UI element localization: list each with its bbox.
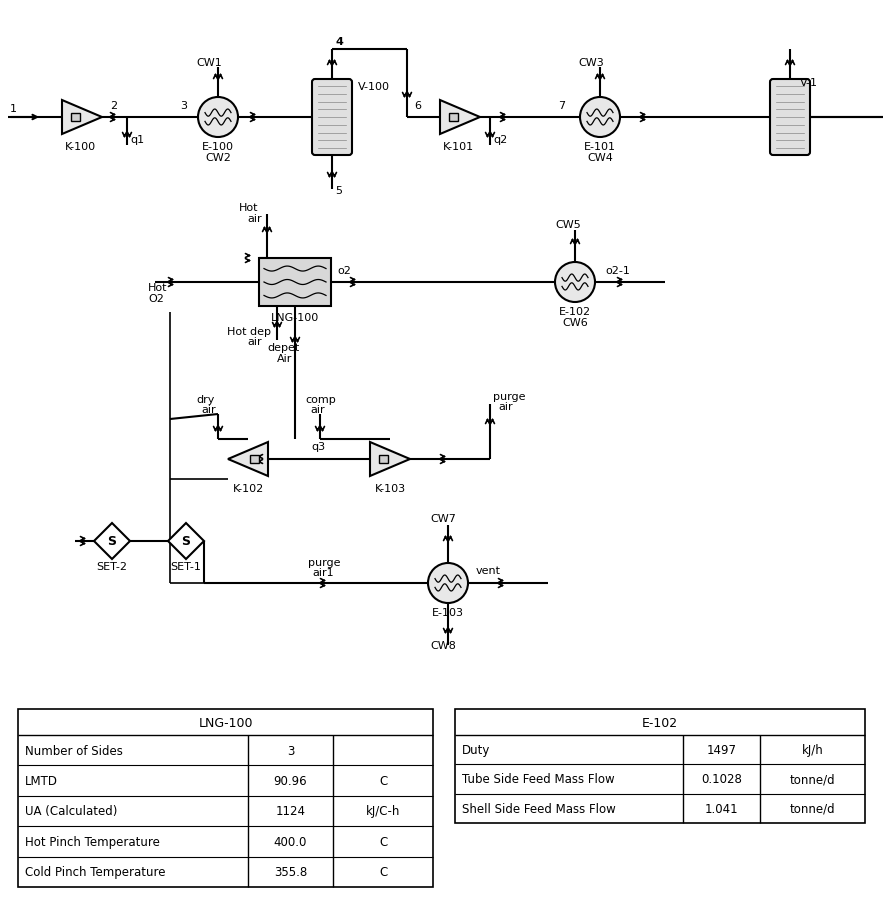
Text: Tube Side Feed Mass Flow: Tube Side Feed Mass Flow bbox=[462, 773, 615, 786]
Text: Number of Sides: Number of Sides bbox=[25, 744, 123, 757]
Circle shape bbox=[580, 98, 620, 138]
Text: LNG-100: LNG-100 bbox=[271, 313, 319, 323]
Text: air: air bbox=[201, 405, 215, 415]
Text: Air: Air bbox=[277, 354, 292, 364]
Polygon shape bbox=[440, 101, 480, 135]
Text: C: C bbox=[379, 774, 387, 787]
Text: K-102: K-102 bbox=[232, 483, 264, 493]
Polygon shape bbox=[94, 523, 130, 559]
Text: air: air bbox=[247, 336, 261, 346]
Text: LNG-100: LNG-100 bbox=[199, 717, 253, 730]
Text: E-102: E-102 bbox=[559, 307, 591, 317]
Text: K-101: K-101 bbox=[442, 142, 473, 152]
Text: CW3: CW3 bbox=[578, 58, 604, 68]
Bar bbox=[71, 114, 80, 122]
Text: E-100: E-100 bbox=[202, 142, 234, 152]
Text: 90.96: 90.96 bbox=[274, 774, 307, 787]
Text: 4: 4 bbox=[335, 37, 343, 47]
Text: UA (Calculated): UA (Calculated) bbox=[25, 805, 117, 817]
Text: tonne/d: tonne/d bbox=[789, 773, 835, 786]
Text: air: air bbox=[310, 405, 325, 415]
Text: SET-1: SET-1 bbox=[170, 561, 201, 571]
Text: Hot Pinch Temperature: Hot Pinch Temperature bbox=[25, 835, 160, 848]
Text: air: air bbox=[498, 401, 513, 411]
Text: 1.041: 1.041 bbox=[705, 802, 738, 815]
Text: 7: 7 bbox=[558, 101, 565, 111]
Text: vent: vent bbox=[476, 566, 501, 575]
Polygon shape bbox=[228, 443, 268, 476]
Text: air: air bbox=[247, 214, 261, 224]
Text: comp: comp bbox=[305, 394, 336, 405]
FancyBboxPatch shape bbox=[770, 80, 810, 156]
Text: SET-2: SET-2 bbox=[96, 561, 127, 571]
Text: 1: 1 bbox=[10, 104, 17, 114]
Text: Hot: Hot bbox=[148, 282, 168, 292]
Text: 0.1028: 0.1028 bbox=[701, 773, 742, 786]
Text: E-102: E-102 bbox=[642, 717, 678, 730]
Bar bbox=[250, 456, 259, 464]
Bar bbox=[449, 114, 458, 122]
Polygon shape bbox=[62, 101, 102, 135]
Text: V-1: V-1 bbox=[800, 78, 818, 87]
Bar bbox=[259, 259, 331, 307]
Text: o2-1: o2-1 bbox=[605, 266, 630, 276]
FancyBboxPatch shape bbox=[312, 80, 352, 156]
Circle shape bbox=[428, 564, 468, 603]
Bar bbox=[379, 456, 388, 464]
Text: o2: o2 bbox=[337, 266, 351, 276]
Text: 355.8: 355.8 bbox=[274, 865, 307, 879]
Text: air1: air1 bbox=[312, 567, 334, 577]
Text: CW4: CW4 bbox=[587, 152, 613, 163]
Text: Hot dep: Hot dep bbox=[227, 327, 271, 336]
Text: E-101: E-101 bbox=[584, 142, 616, 152]
Bar bbox=[455, 709, 865, 824]
Text: Cold Pinch Temperature: Cold Pinch Temperature bbox=[25, 865, 165, 879]
Text: Duty: Duty bbox=[462, 743, 490, 757]
Text: q3: q3 bbox=[311, 441, 325, 452]
Text: CW5: CW5 bbox=[555, 220, 581, 230]
Text: 2: 2 bbox=[110, 101, 117, 111]
Text: q2: q2 bbox=[493, 135, 507, 145]
Text: C: C bbox=[379, 865, 387, 879]
Circle shape bbox=[198, 98, 238, 138]
Bar bbox=[18, 709, 433, 887]
Text: CW1: CW1 bbox=[196, 58, 222, 68]
Text: V-100: V-100 bbox=[358, 82, 390, 92]
Text: depet: depet bbox=[267, 343, 299, 353]
Text: dry: dry bbox=[196, 394, 215, 405]
Text: S: S bbox=[182, 535, 191, 548]
Text: 1124: 1124 bbox=[275, 805, 306, 817]
Text: Hot: Hot bbox=[239, 203, 259, 213]
Text: CW8: CW8 bbox=[430, 640, 456, 650]
Text: 1497: 1497 bbox=[706, 743, 736, 757]
Polygon shape bbox=[168, 523, 204, 559]
Text: CW2: CW2 bbox=[205, 152, 231, 163]
Text: purge: purge bbox=[308, 557, 341, 567]
Text: CW7: CW7 bbox=[430, 513, 456, 523]
Text: Shell Side Feed Mass Flow: Shell Side Feed Mass Flow bbox=[462, 802, 615, 815]
Text: 400.0: 400.0 bbox=[274, 835, 307, 848]
Text: O2: O2 bbox=[148, 294, 164, 304]
Text: 3: 3 bbox=[180, 101, 187, 111]
Text: CW6: CW6 bbox=[562, 318, 588, 327]
Text: tonne/d: tonne/d bbox=[789, 802, 835, 815]
Text: C: C bbox=[379, 835, 387, 848]
Text: K-100: K-100 bbox=[64, 142, 95, 152]
Text: E-103: E-103 bbox=[432, 607, 464, 617]
Text: K-103: K-103 bbox=[374, 483, 405, 493]
Text: 6: 6 bbox=[414, 101, 421, 111]
Text: kJ/h: kJ/h bbox=[802, 743, 823, 757]
Text: 3: 3 bbox=[287, 744, 294, 757]
Text: LMTD: LMTD bbox=[25, 774, 58, 787]
Text: q1: q1 bbox=[130, 135, 144, 145]
Polygon shape bbox=[370, 443, 410, 476]
Text: kJ/C-h: kJ/C-h bbox=[366, 805, 400, 817]
Circle shape bbox=[555, 262, 595, 303]
Text: purge: purge bbox=[493, 391, 525, 401]
Text: S: S bbox=[108, 535, 117, 548]
Text: 5: 5 bbox=[335, 186, 342, 196]
